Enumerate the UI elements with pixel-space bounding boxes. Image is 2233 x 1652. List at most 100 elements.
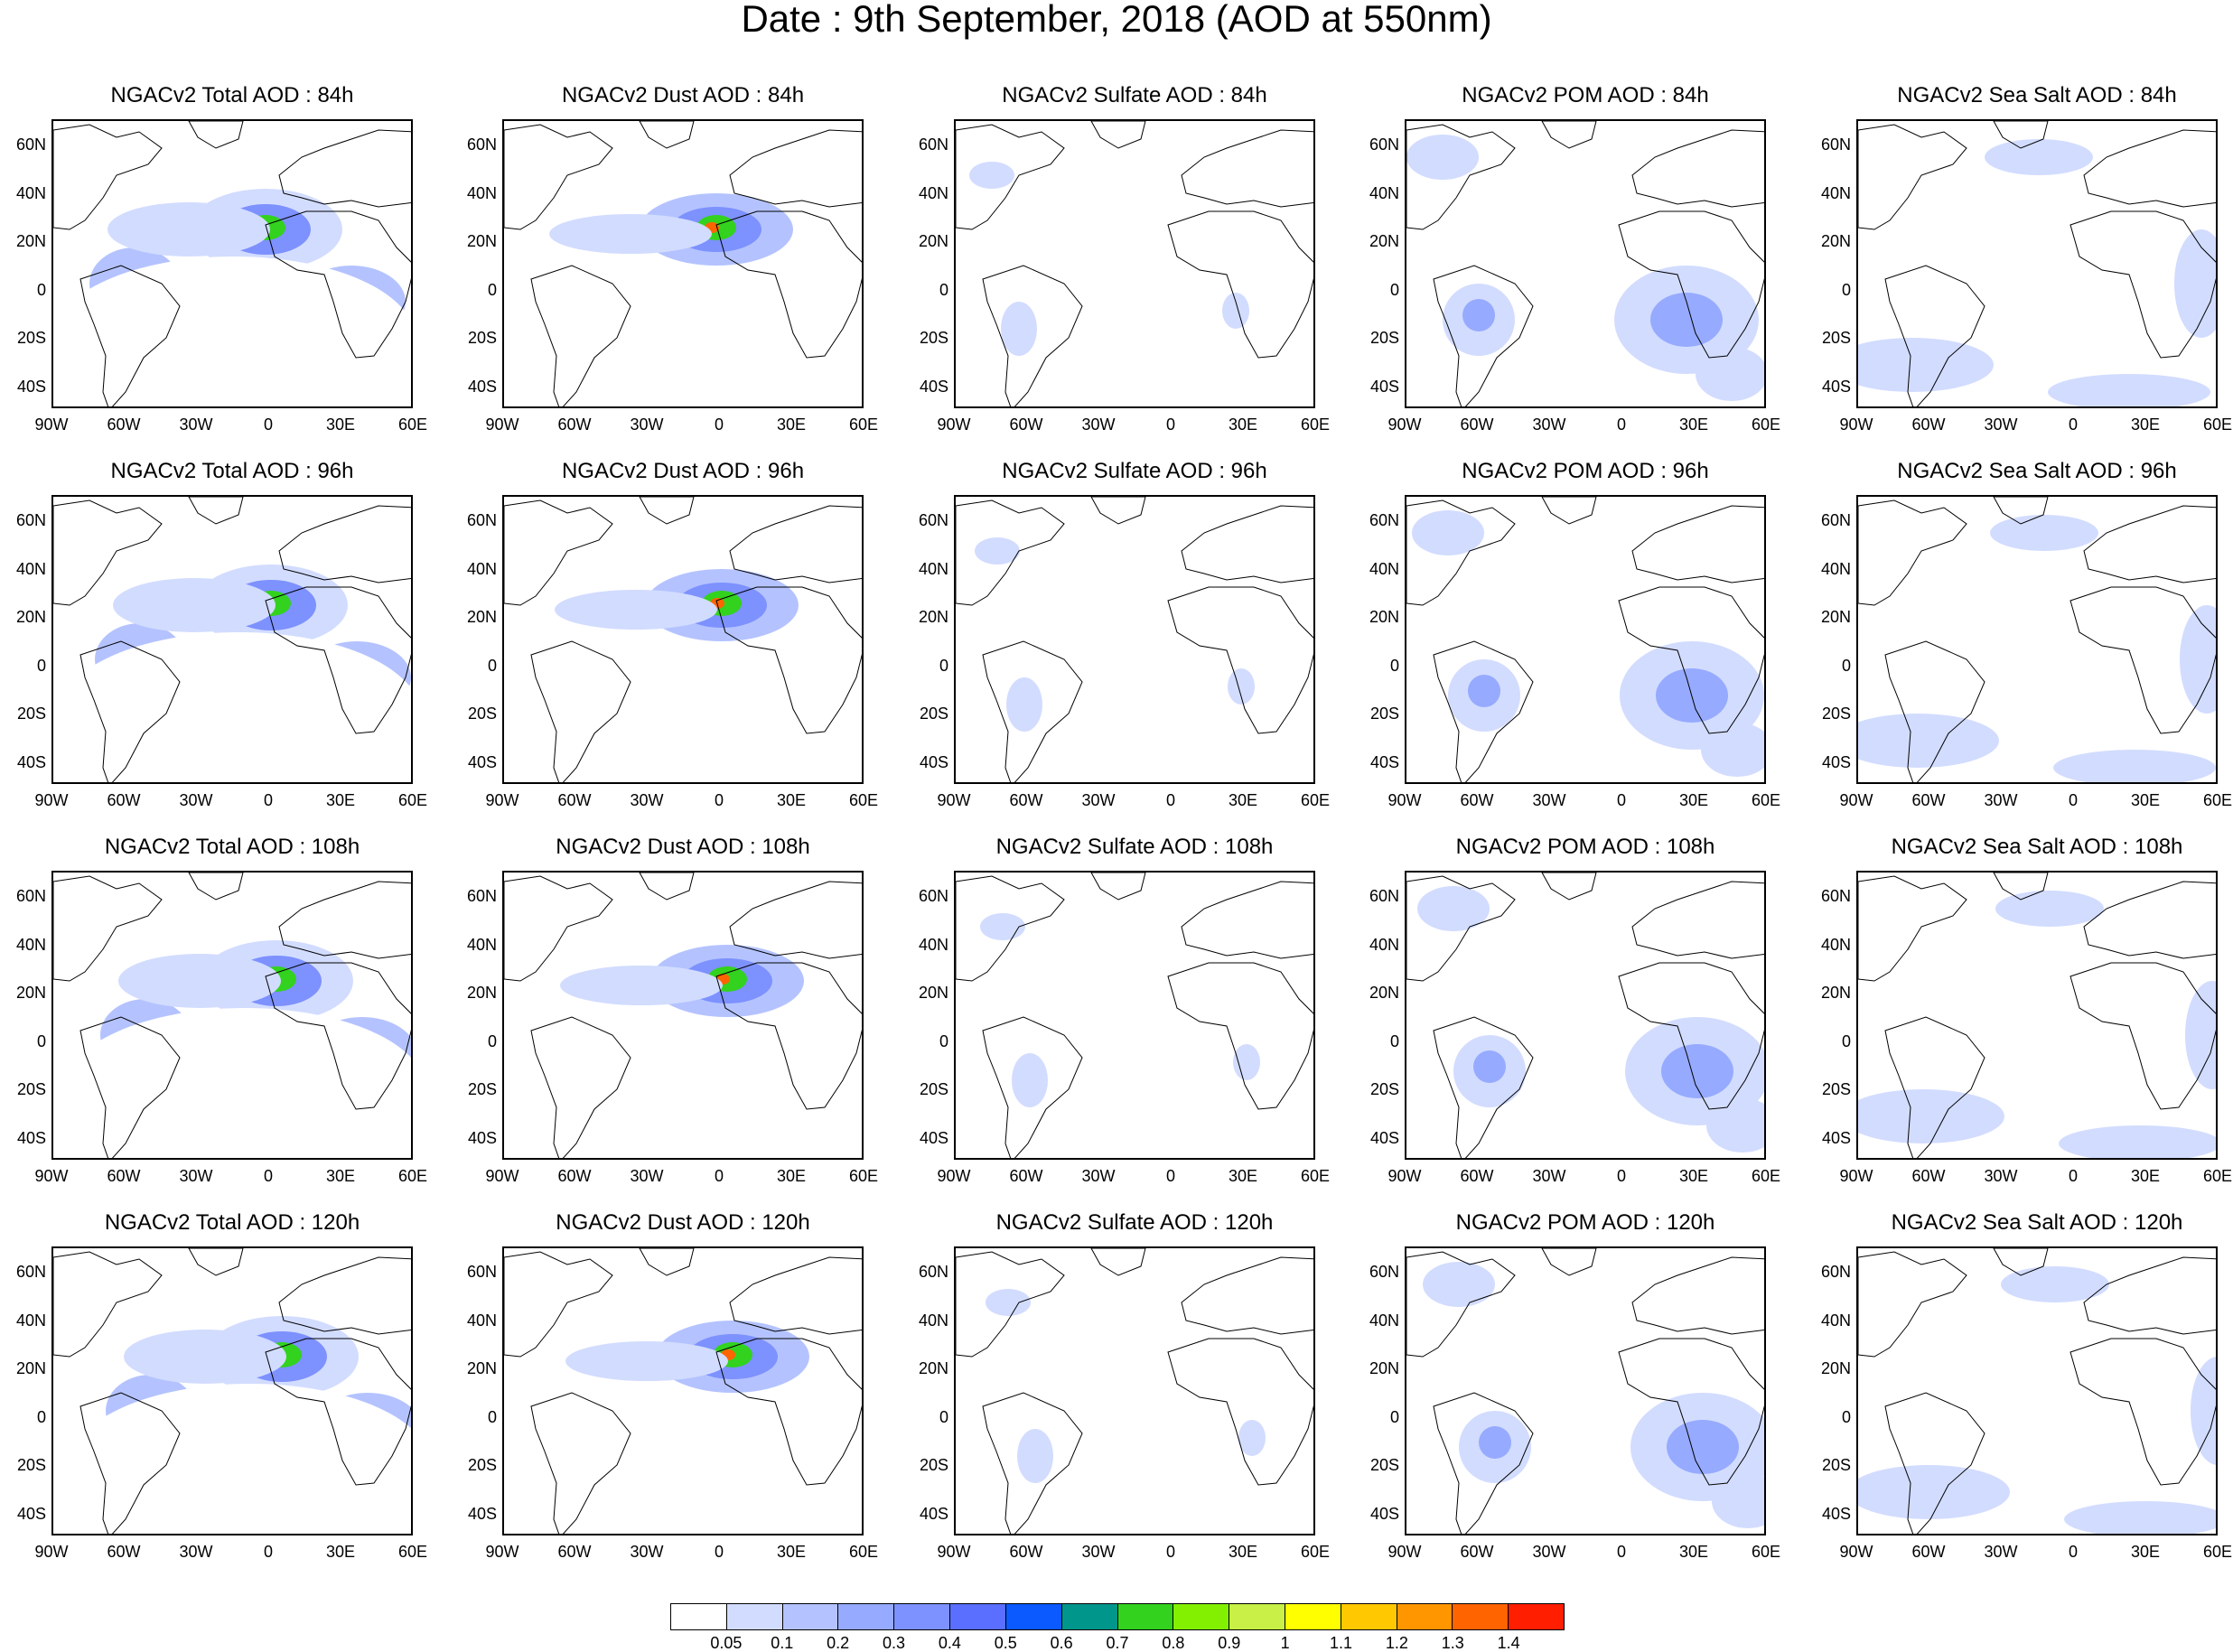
y-tick-label: 40S bbox=[467, 1128, 497, 1147]
y-tick-label: 60N bbox=[1820, 887, 1851, 905]
y-tick-label: 60N bbox=[15, 511, 46, 529]
panel-title: NGACv2 POM AOD : 84h bbox=[1462, 83, 1709, 107]
aod-blob bbox=[2064, 1501, 2216, 1534]
x-tick-label: 0 bbox=[1165, 791, 1175, 809]
colorbar-box bbox=[782, 1604, 839, 1629]
coastline bbox=[1406, 1251, 1516, 1358]
aod-blob bbox=[70, 1384, 411, 1534]
y-tick-label: 40N bbox=[1369, 935, 1399, 954]
aod-blob bbox=[1473, 1050, 1506, 1083]
x-tick-label: 30W bbox=[1081, 1543, 1116, 1561]
x-tick-label: 30W bbox=[1081, 1167, 1116, 1185]
x-tick-label: 0 bbox=[2068, 415, 2078, 434]
y-tick-label: 0 bbox=[487, 656, 497, 675]
panel-title: NGACv2 Total AOD : 120h bbox=[104, 1210, 360, 1235]
x-tick-label: 0 bbox=[263, 1167, 273, 1185]
aod-field bbox=[504, 497, 862, 782]
coastline bbox=[504, 875, 613, 982]
x-tick-label: 60W bbox=[107, 1167, 141, 1185]
y-tick-label: 40N bbox=[918, 1311, 948, 1330]
map-panel bbox=[502, 871, 864, 1160]
coastline bbox=[956, 499, 1065, 606]
coastline bbox=[1406, 875, 1516, 982]
colorbar-label: 0.9 bbox=[1218, 1634, 1241, 1652]
aod-blob bbox=[1479, 1426, 1511, 1459]
y-tick-label: 20N bbox=[466, 608, 497, 626]
x-tick-label: 90W bbox=[937, 1543, 971, 1561]
coastline bbox=[715, 962, 862, 1110]
aod-blob bbox=[1667, 1420, 1739, 1474]
x-tick-label: 60W bbox=[1911, 1167, 1946, 1185]
x-tick-label: 60E bbox=[1300, 1543, 1331, 1561]
x-tick-label: 0 bbox=[1616, 1543, 1626, 1561]
panel-title: NGACv2 POM AOD : 108h bbox=[1455, 835, 1715, 859]
coastline bbox=[1433, 1016, 1534, 1158]
x-tick-label: 60W bbox=[1911, 791, 1946, 809]
coastline bbox=[982, 640, 1083, 782]
y-tick-label: 20S bbox=[467, 1080, 497, 1098]
x-tick-label: 60E bbox=[1300, 415, 1331, 434]
aod-blob bbox=[1233, 1044, 1260, 1080]
map-panel bbox=[51, 871, 413, 1160]
y-tick-label: 60N bbox=[466, 511, 497, 529]
coastline bbox=[1993, 1248, 2049, 1276]
x-tick-label: 60E bbox=[2202, 415, 2233, 434]
aod-blob bbox=[1712, 1474, 1764, 1528]
x-tick-label: 60E bbox=[2202, 1167, 2233, 1185]
coastline bbox=[504, 1251, 613, 1358]
x-tick-label: 30W bbox=[1984, 791, 2018, 809]
x-tick-label: 30W bbox=[1081, 791, 1116, 809]
y-tick-label: 20S bbox=[16, 1456, 46, 1474]
coastline bbox=[1090, 121, 1146, 149]
y-tick-label: 20N bbox=[1820, 608, 1851, 626]
y-tick-label: 20N bbox=[15, 984, 46, 1002]
coastline bbox=[1993, 121, 2049, 149]
x-tick-label: 60W bbox=[1460, 791, 1494, 809]
y-tick-label: 60N bbox=[918, 1263, 948, 1281]
coastline bbox=[53, 1251, 163, 1358]
coastline bbox=[1181, 129, 1313, 208]
coastline bbox=[1406, 499, 1516, 606]
x-tick-label: 0 bbox=[263, 791, 273, 809]
colorbar-box bbox=[1173, 1604, 1230, 1629]
y-tick-label: 0 bbox=[1389, 1407, 1399, 1426]
y-tick-label: 40S bbox=[1369, 377, 1399, 396]
x-tick-label: 60W bbox=[107, 1543, 141, 1561]
coastline bbox=[53, 875, 163, 982]
coastline bbox=[188, 1248, 244, 1276]
panel-title: NGACv2 Sulfate AOD : 108h bbox=[995, 835, 1274, 859]
x-tick-label: 90W bbox=[34, 1167, 69, 1185]
x-tick-label: 30E bbox=[1228, 791, 1258, 809]
aod-field bbox=[956, 1248, 1313, 1534]
x-tick-label: 30W bbox=[179, 1167, 213, 1185]
aod-field bbox=[1858, 497, 2216, 782]
y-tick-label: 20N bbox=[1369, 1359, 1399, 1377]
x-tick-label: 60E bbox=[397, 791, 428, 809]
x-tick-label: 60E bbox=[1751, 1543, 1781, 1561]
x-tick-label: 60E bbox=[2202, 791, 2233, 809]
coastline bbox=[530, 640, 631, 782]
y-tick-label: 60N bbox=[1820, 135, 1851, 154]
x-tick-label: 90W bbox=[1839, 415, 1873, 434]
coastline bbox=[1631, 1256, 1764, 1335]
coastline bbox=[729, 881, 862, 959]
map-panel bbox=[1405, 1246, 1766, 1535]
aod-blob bbox=[560, 966, 723, 1005]
map-panel bbox=[1856, 495, 2218, 784]
aod-blob bbox=[549, 214, 712, 254]
y-tick-label: 20S bbox=[1369, 329, 1399, 347]
colorbar-box bbox=[1341, 1604, 1397, 1629]
page-title: Date : 9th September, 2018 (AOD at 550nm… bbox=[741, 0, 1492, 40]
y-tick-label: 60N bbox=[466, 1263, 497, 1281]
aod-field bbox=[1858, 121, 2216, 406]
aod-blob bbox=[1406, 135, 1479, 180]
map-panel bbox=[51, 1246, 413, 1535]
colorbar-label: 0.5 bbox=[994, 1634, 1017, 1652]
coastline bbox=[1884, 640, 1985, 782]
coastline bbox=[639, 1248, 695, 1276]
y-tick-label: 0 bbox=[1841, 656, 1851, 675]
coastline bbox=[2083, 881, 2216, 959]
y-tick-label: 40N bbox=[918, 935, 948, 954]
aod-blob bbox=[1650, 293, 1723, 347]
y-tick-label: 0 bbox=[1389, 1031, 1399, 1050]
